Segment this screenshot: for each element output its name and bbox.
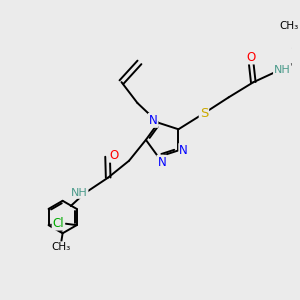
Text: S: S xyxy=(200,107,208,120)
Text: Cl: Cl xyxy=(52,217,64,230)
Text: N: N xyxy=(158,156,166,169)
Text: NH: NH xyxy=(71,188,88,198)
Text: CH₃: CH₃ xyxy=(280,21,299,31)
Text: O: O xyxy=(246,50,256,64)
Text: CH₃: CH₃ xyxy=(52,242,71,252)
Text: NH: NH xyxy=(274,65,291,75)
Text: N: N xyxy=(179,144,188,157)
Text: N: N xyxy=(149,114,158,127)
Text: O: O xyxy=(109,149,119,162)
